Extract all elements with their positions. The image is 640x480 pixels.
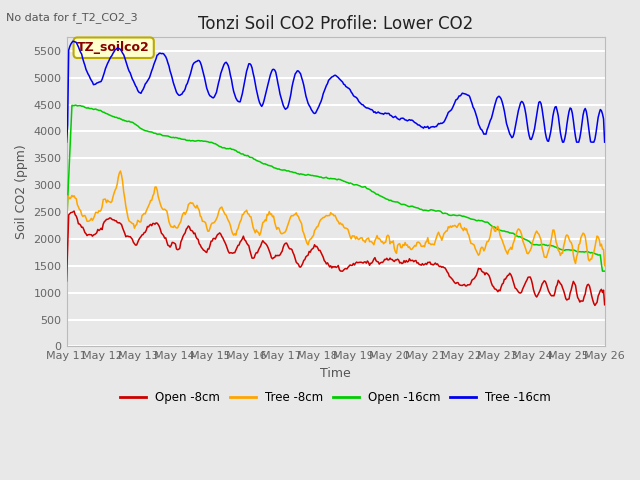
Y-axis label: Soil CO2 (ppm): Soil CO2 (ppm) — [15, 144, 28, 239]
Text: No data for f_T2_CO2_3: No data for f_T2_CO2_3 — [6, 12, 138, 23]
Text: TZ_soilco2: TZ_soilco2 — [77, 41, 150, 54]
Legend: Open -8cm, Tree -8cm, Open -16cm, Tree -16cm: Open -8cm, Tree -8cm, Open -16cm, Tree -… — [115, 386, 556, 408]
Title: Tonzi Soil CO2 Profile: Lower CO2: Tonzi Soil CO2 Profile: Lower CO2 — [198, 15, 473, 33]
X-axis label: Time: Time — [320, 367, 351, 380]
